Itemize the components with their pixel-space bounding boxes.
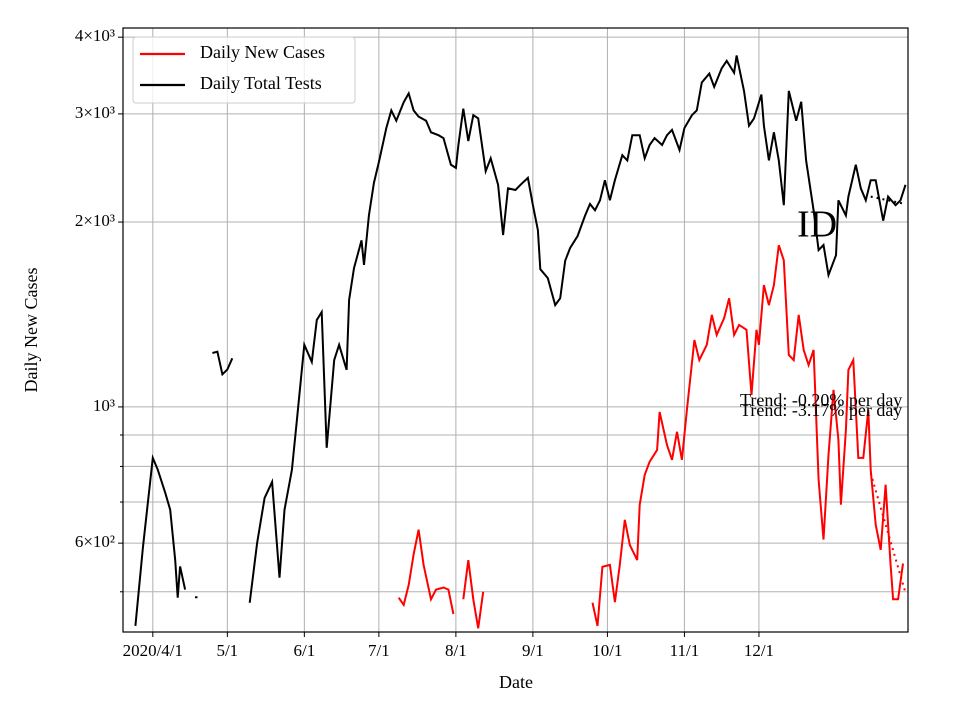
x-axis-label: Date xyxy=(499,672,533,692)
trend-label: Trend: -0.20% per day xyxy=(740,390,902,410)
trend-line xyxy=(869,472,907,594)
y-tick-label: 4×10³ xyxy=(75,26,115,45)
trend-label: Trend: -3.17% per day xyxy=(740,400,902,420)
x-tick-label: 9/1 xyxy=(522,641,544,660)
x-tick-label: 11/1 xyxy=(670,641,700,660)
x-tick-label: 7/1 xyxy=(368,641,390,660)
ticks: 2020/4/1 5/1 6/1 7/1 8/1 9/1 10/1 11/1 12/1 6×10²… xyxy=(75,26,774,660)
x-tick-label: 12/1 xyxy=(744,641,774,660)
x-tick-label: 5/1 xyxy=(216,641,238,660)
legend-label: Daily Total Tests xyxy=(200,73,322,93)
y-tick-label: 10³ xyxy=(93,396,115,415)
y-tick-label: 6×10² xyxy=(75,532,115,551)
x-tick-label: 10/1 xyxy=(592,641,622,660)
y-tick-label: 2×10³ xyxy=(75,211,115,230)
x-tick-label: 8/1 xyxy=(445,641,467,660)
series-line xyxy=(397,244,904,629)
legend-box xyxy=(132,36,356,104)
plot-lines xyxy=(134,55,907,629)
y-axis-label: Daily New Cases xyxy=(21,268,41,393)
plot-frame xyxy=(122,27,909,633)
x-tick-label: 2020/4/1 xyxy=(123,641,183,660)
legend: Daily New Cases Daily Total Tests xyxy=(132,36,356,104)
series-line xyxy=(134,55,907,626)
annotation: ID xyxy=(797,204,837,246)
y-tick-label: 3×10³ xyxy=(75,103,115,122)
legend-label: Daily New Cases xyxy=(200,42,325,62)
x-tick-label: 6/1 xyxy=(293,641,315,660)
